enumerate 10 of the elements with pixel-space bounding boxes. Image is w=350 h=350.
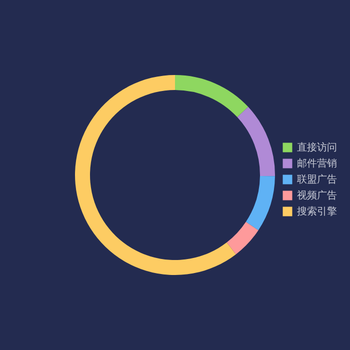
legend-label: 邮件营销 bbox=[297, 158, 337, 170]
donut-slice bbox=[246, 176, 275, 230]
legend-label: 搜索引擎 bbox=[297, 206, 337, 218]
legend-label: 联盟广告 bbox=[297, 174, 337, 186]
donut-slice bbox=[75, 75, 236, 275]
legend-label: 直接访问 bbox=[297, 142, 337, 154]
donut-slice bbox=[237, 106, 275, 176]
donut-slice bbox=[175, 75, 248, 118]
donut-slice bbox=[226, 222, 258, 254]
legend-label: 视频广告 bbox=[297, 190, 337, 202]
